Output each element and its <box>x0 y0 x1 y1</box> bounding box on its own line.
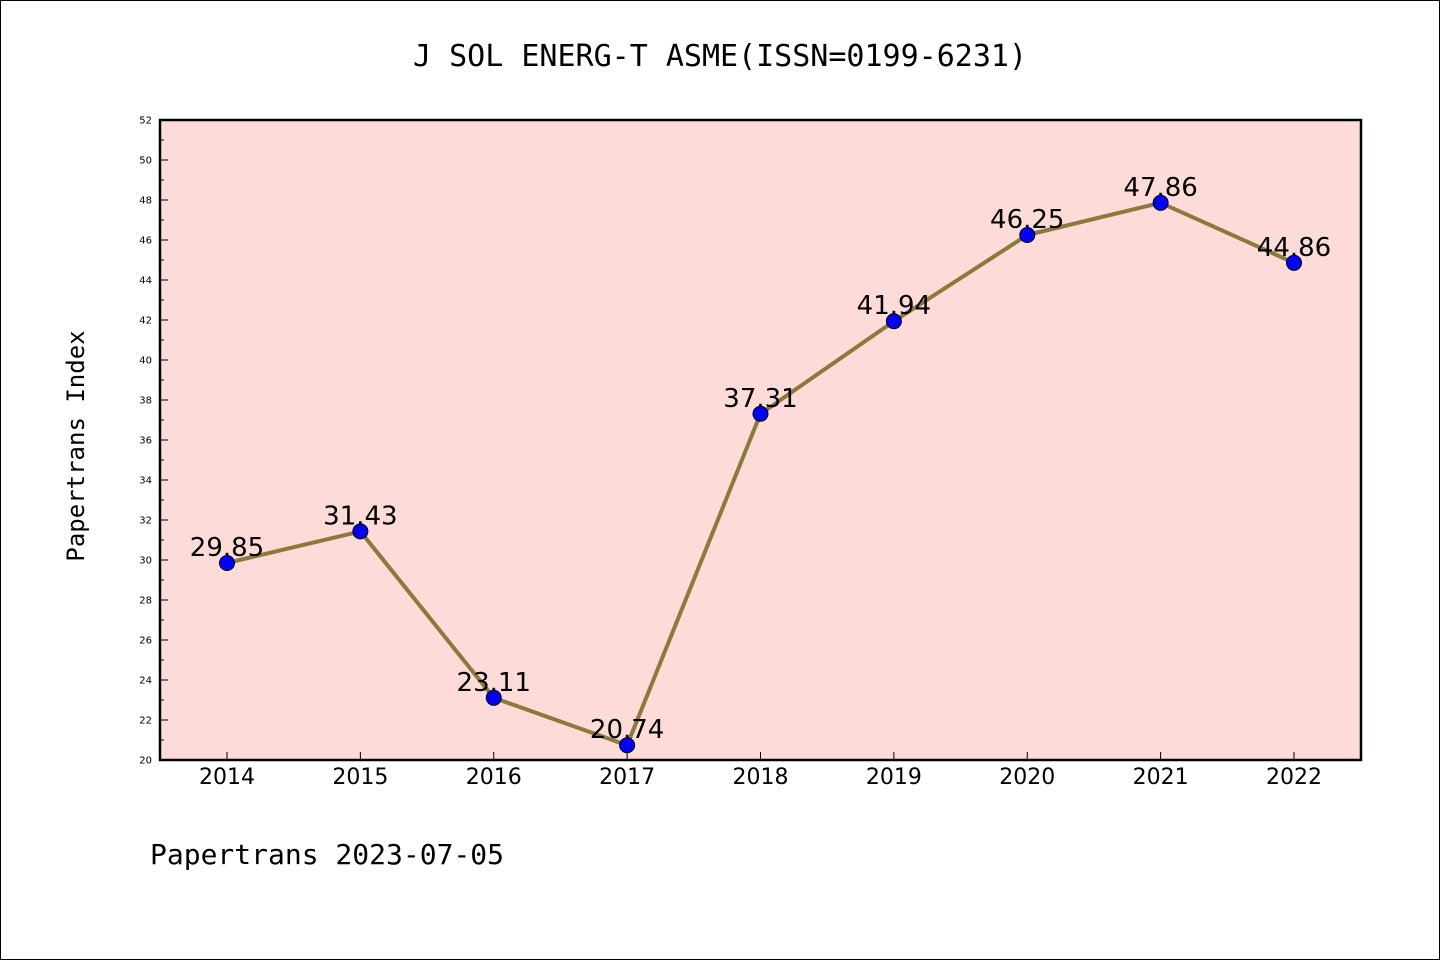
data-series: 29.85 31.43 23.11 20.74 37.31 41.94 46.25 47.86… <box>190 173 1331 754</box>
x-tick-label: 2020 <box>999 765 1055 790</box>
data-label: 37.31 <box>723 384 797 414</box>
x-tick-label: 2014 <box>199 765 255 790</box>
plot-border <box>158 118 1363 762</box>
x-tick-label: 2021 <box>1133 765 1189 790</box>
data-label: 47.86 <box>1123 173 1197 203</box>
data-label: 23.11 <box>457 668 531 698</box>
data-point <box>752 405 769 422</box>
data-point <box>1286 254 1302 271</box>
data-point <box>219 555 235 571</box>
y-tick-label: 46 <box>139 236 152 247</box>
x-tick-label: 2018 <box>733 765 789 790</box>
data-point <box>1152 194 1169 211</box>
data-label: 44.86 <box>1257 233 1331 263</box>
y-tick-label: 32 <box>139 516 152 527</box>
data-point <box>619 737 636 754</box>
data-label: 20.74 <box>590 715 664 745</box>
data-point <box>1019 227 1036 243</box>
chart-title: J SOL ENERG-T ASME(ISSN=0199-6231) <box>413 39 1027 74</box>
y-tick-label: 20 <box>139 756 152 767</box>
data-point <box>885 313 902 330</box>
x-axis-ticks: 2014 2015 2016 2017 2018 2019 2020 2021 2022 <box>199 752 1322 790</box>
y-tick-label: 34 <box>139 476 152 487</box>
data-label: 46.25 <box>990 205 1064 235</box>
y-tick-label: 36 <box>139 436 152 447</box>
y-tick-label: 38 <box>139 396 152 407</box>
y-tick-label: 48 <box>139 196 152 207</box>
y-tick-label: 40 <box>139 356 152 367</box>
y-axis-label: Papertrans Index <box>62 330 90 561</box>
x-tick-label: 2019 <box>866 765 922 790</box>
y-tick-label: 28 <box>139 596 152 607</box>
y-tick-label: 52 <box>139 116 152 127</box>
x-tick-label: 2015 <box>332 765 388 790</box>
data-point <box>352 523 369 540</box>
x-tick-label: 2017 <box>599 765 655 790</box>
x-tick-label: 2016 <box>466 765 522 790</box>
y-tick-label: 24 <box>139 676 152 687</box>
data-label: 31.43 <box>323 501 397 531</box>
footer-date: Papertrans 2023-07-05 <box>150 838 504 871</box>
y-tick-label: 42 <box>139 316 152 327</box>
y-tick-label: 22 <box>139 716 152 727</box>
y-tick-label: 26 <box>139 636 152 647</box>
data-label: 41.94 <box>857 291 931 321</box>
y-axis-ticks: 20 22 24 26 28 30 32 34 36 38 40 42 44 46 48 50 52 <box>139 116 168 767</box>
plot-area <box>160 120 1361 760</box>
y-tick-label: 30 <box>139 556 152 567</box>
y-tick-label: 50 <box>139 156 152 167</box>
data-label: 29.85 <box>190 533 264 563</box>
data-point <box>485 689 502 706</box>
y-tick-label: 44 <box>139 276 152 287</box>
x-tick-label: 2022 <box>1266 765 1322 790</box>
